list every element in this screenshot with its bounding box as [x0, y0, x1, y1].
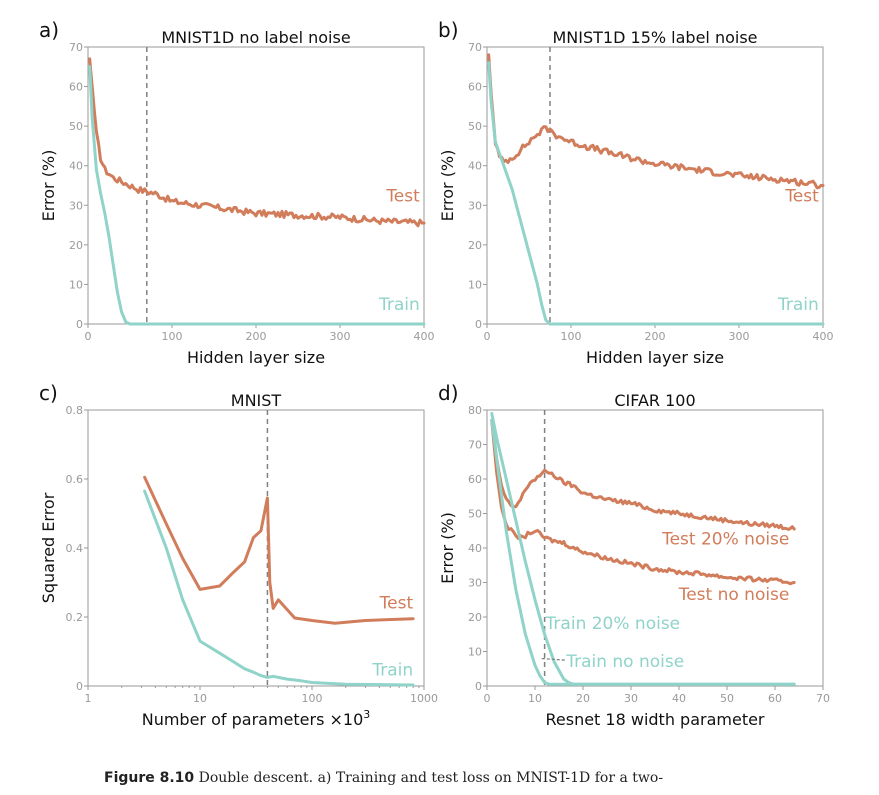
x-axis-label: Hidden layer size [586, 348, 724, 367]
y-axis-label: Squared Error [39, 492, 58, 603]
y-tick-label: 0 [475, 318, 482, 331]
x-tick-label: 60 [768, 692, 782, 705]
annotation-train: Train [378, 295, 420, 315]
y-tick-label: 10 [69, 278, 83, 291]
x-tick-label: 70 [816, 692, 830, 705]
x-tick-label: 20 [576, 692, 590, 705]
y-tick-label: 70 [69, 41, 83, 54]
figure-caption-label: Figure 8.10 [104, 770, 195, 786]
y-tick-label: 0.8 [66, 404, 84, 417]
x-axis-label: Number of parameters ×103 [142, 708, 371, 729]
x-tick-label: 1000 [410, 692, 438, 705]
y-tick-label: 0.2 [66, 611, 84, 624]
y-tick-label: 0.6 [66, 473, 84, 486]
x-tick-label: 200 [246, 330, 267, 343]
x-tick-label: 400 [813, 330, 834, 343]
series-test [143, 475, 415, 625]
y-tick-label: 40 [468, 160, 482, 173]
annotation-test-no-noise: Test no noise [678, 585, 790, 605]
x-axis-label: Resnet 18 width parameter [545, 710, 764, 729]
x-tick-label: 300 [330, 330, 351, 343]
y-axis-label: Error (%) [438, 150, 457, 222]
y-tick-label: 0 [475, 680, 482, 693]
y-tick-label: 40 [69, 160, 83, 173]
y-tick-label: 10 [468, 646, 482, 659]
series-train [88, 65, 426, 326]
y-tick-label: 20 [468, 239, 482, 252]
x-tick-label: 0 [85, 330, 92, 343]
panel-title: MNIST [231, 391, 282, 410]
x-tick-label: 10 [193, 692, 207, 705]
panel-title: MNIST1D 15% label noise [553, 28, 758, 47]
x-tick-label: 50 [720, 692, 734, 705]
x-tick-label: 100 [162, 330, 183, 343]
panel-b: 0 100 200 300 400 0 10 20 30 40 50 60 70 Test Train b) M… [438, 18, 834, 367]
annotation-train: Train [777, 295, 819, 315]
y-tick-label: 10 [468, 278, 482, 291]
figure-caption: Figure 8.10 Double descent. a) Training … [104, 770, 874, 786]
y-axis-label: Error (%) [39, 150, 58, 222]
x-tick-label: 0 [484, 692, 491, 705]
y-tick-label: 80 [468, 404, 482, 417]
series-train-no-noise [490, 418, 796, 686]
annotation-test: Test [385, 186, 420, 206]
axes-frame [87, 409, 425, 687]
y-tick-label: 60 [468, 473, 482, 486]
series-train [487, 61, 825, 326]
y-tick-label: 70 [468, 439, 482, 452]
x-tick-label: 1 [85, 692, 92, 705]
x-tick-label: 400 [414, 330, 435, 343]
y-tick-label: 50 [69, 120, 83, 133]
y-tick-label: 0.4 [66, 542, 84, 555]
y-tick-label: 60 [468, 81, 482, 94]
y-tick-label: 70 [468, 41, 482, 54]
panel-letter: d) [438, 381, 459, 405]
y-tick-label: 40 [468, 542, 482, 555]
y-tick-label: 30 [468, 577, 482, 590]
series-train [143, 489, 415, 687]
y-axis-label: Error (%) [438, 512, 457, 584]
annotation-test-20-noise: Test 20% noise [661, 530, 789, 550]
panel-a: 0 100 200 300 400 0 10 20 30 40 50 60 70 Test Train a) M… [39, 18, 435, 367]
y-tick-label: 50 [468, 508, 482, 521]
series-test [88, 57, 426, 228]
x-tick-label: 300 [729, 330, 750, 343]
series-test-20-noise [490, 418, 796, 531]
annotation-train-no-noise: Train no noise [565, 652, 684, 672]
x-axis-label-exponent: 3 [363, 708, 370, 721]
x-tick-label: 100 [561, 330, 582, 343]
panel-d: 0 10 20 30 40 50 60 70 0 10 20 30 40 50 60 70 80 Test 20%… [438, 381, 830, 729]
annotation-train-20-noise: Train 20% noise [545, 614, 681, 634]
x-tick-label: 200 [645, 330, 666, 343]
panel-letter: a) [39, 18, 59, 42]
y-tick-label: 20 [69, 239, 83, 252]
x-tick-label: 30 [624, 692, 638, 705]
x-axis-label: Hidden layer size [187, 348, 325, 367]
y-tick-label: 50 [468, 120, 482, 133]
series-test-no-noise [490, 418, 796, 586]
y-tick-label: 0 [76, 680, 83, 693]
annotation-test: Test [379, 593, 414, 613]
series-test [487, 53, 825, 190]
x-tick-label: 0 [484, 330, 491, 343]
x-tick-label: 10 [528, 692, 542, 705]
x-tick-label: 100 [302, 692, 323, 705]
panel-letter: c) [39, 381, 58, 405]
callout-leader [539, 657, 565, 661]
y-tick-label: 30 [69, 199, 83, 212]
x-tick-label: 40 [672, 692, 686, 705]
axes-frame [87, 46, 425, 325]
y-tick-label: 0 [76, 318, 83, 331]
y-tick-label: 60 [69, 81, 83, 94]
panel-letter: b) [438, 18, 459, 42]
y-tick-label: 20 [468, 611, 482, 624]
panel-title: MNIST1D no label noise [161, 28, 350, 47]
figure-caption-text: Double descent. a) Training and test los… [198, 770, 664, 786]
y-tick-label: 30 [468, 199, 482, 212]
annotation-train: Train [371, 661, 413, 681]
panel-c: 1 10 100 1000 0 0.2 0.4 0.6 0.8 Test Train c) MNIST N… [39, 381, 438, 729]
panel-title: CIFAR 100 [614, 391, 695, 410]
annotation-test: Test [784, 186, 819, 206]
